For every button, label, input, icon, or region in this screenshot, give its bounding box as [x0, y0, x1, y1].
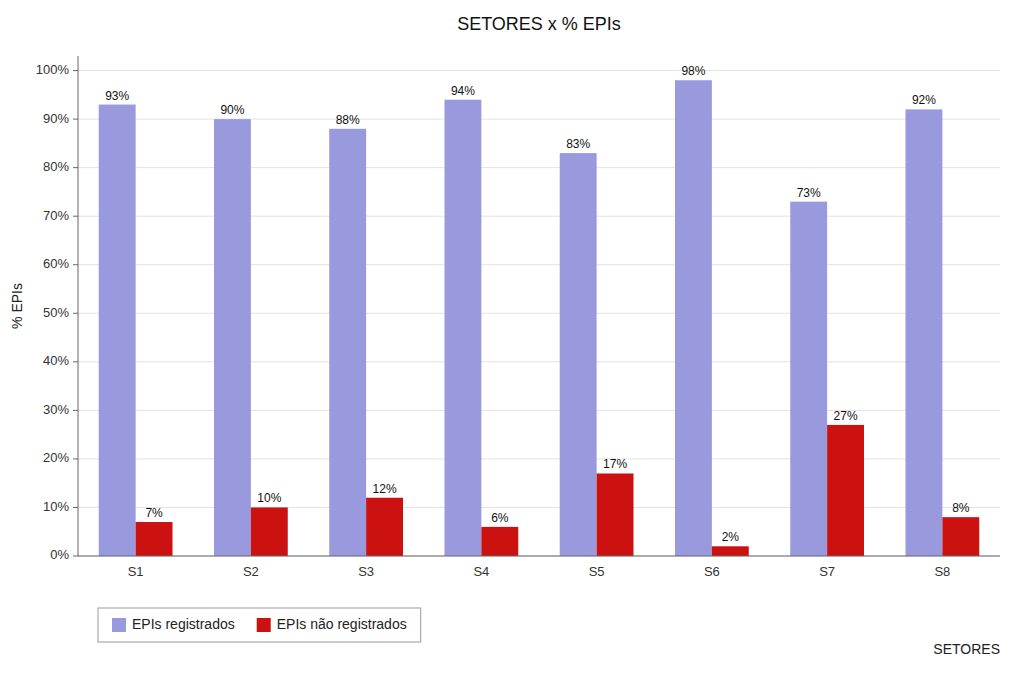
bar	[597, 473, 634, 556]
y-tick-label: 90%	[43, 111, 69, 126]
x-tick-label: S4	[473, 564, 489, 579]
y-tick-label: 50%	[43, 305, 69, 320]
data-label: 12%	[373, 482, 397, 496]
y-tick-label: 20%	[43, 450, 69, 465]
data-label: 88%	[336, 113, 360, 127]
data-label: 2%	[722, 530, 740, 544]
y-tick	[73, 458, 78, 459]
y-tick-label: 10%	[43, 499, 69, 514]
y-axis-line	[78, 56, 79, 556]
data-label: 8%	[952, 501, 970, 515]
y-tick-label: 60%	[43, 256, 69, 271]
y-tick	[73, 70, 78, 71]
y-tick-label: 30%	[43, 402, 69, 417]
y-tick	[73, 264, 78, 265]
data-label: 10%	[257, 491, 281, 505]
legend-frame	[98, 608, 421, 642]
y-tick-label: 100%	[36, 62, 70, 77]
bar	[560, 153, 597, 556]
data-label: 6%	[491, 511, 509, 525]
legend-swatch	[257, 618, 271, 632]
y-tick-label: 0%	[50, 547, 69, 562]
data-label: 27%	[834, 409, 858, 423]
bar	[481, 527, 518, 556]
bar	[136, 522, 173, 556]
x-axis-label: SETORES	[933, 641, 1000, 657]
bar	[366, 498, 403, 556]
data-label: 73%	[797, 186, 821, 200]
y-tick-label: 70%	[43, 208, 69, 223]
bar	[827, 425, 864, 556]
grid-line	[78, 556, 1000, 557]
bar	[675, 80, 712, 556]
data-label: 7%	[145, 506, 163, 520]
chart: 0% 10% 20% 30% 40% 50% 60% 70% 80% 90% 100% 93% 90% 8…	[0, 0, 1024, 676]
bar	[329, 129, 366, 556]
y-tick	[73, 410, 78, 411]
title: SETORES x % EPIs	[457, 14, 621, 34]
y-tick	[73, 167, 78, 168]
legend-label: EPIs não registrados	[277, 616, 407, 632]
bar	[444, 100, 481, 556]
x-tick-label: S7	[819, 564, 835, 579]
legend-label: EPIs registrados	[132, 616, 235, 632]
y-tick	[73, 507, 78, 508]
bar	[214, 119, 251, 556]
x-tick-label: S3	[358, 564, 374, 579]
x-tick-label: S2	[243, 564, 259, 579]
x-axis-line	[78, 556, 1000, 557]
bar	[942, 517, 979, 556]
y-tick	[73, 216, 78, 217]
y-tick-label: 80%	[43, 159, 69, 174]
data-label: 83%	[566, 137, 590, 151]
data-label: 92%	[912, 93, 936, 107]
grid-line	[78, 70, 1000, 71]
y-tick	[73, 361, 78, 362]
y-tick	[73, 313, 78, 314]
data-label: 17%	[603, 457, 627, 471]
bar	[712, 546, 749, 556]
y-tick	[73, 556, 78, 557]
bar	[905, 109, 942, 556]
legend-swatch	[112, 618, 126, 632]
data-label: 98%	[681, 64, 705, 78]
y-tick	[73, 119, 78, 120]
data-label: 94%	[451, 84, 475, 98]
data-label: 93%	[105, 89, 129, 103]
bar	[251, 507, 288, 556]
data-label: 90%	[220, 103, 244, 117]
legend: EPIs registrados EPIs não registrados	[98, 608, 421, 642]
bars	[99, 80, 980, 556]
bar	[790, 202, 827, 556]
y-axis-label: % EPIs	[9, 283, 25, 329]
bar	[99, 105, 136, 556]
grid	[78, 71, 1000, 556]
y-tick-label: 40%	[43, 353, 69, 368]
x-tick-label: S5	[589, 564, 605, 579]
x-tick-label: S1	[128, 564, 144, 579]
x-tick-label: S6	[704, 564, 720, 579]
x-tick-label: S8	[934, 564, 950, 579]
